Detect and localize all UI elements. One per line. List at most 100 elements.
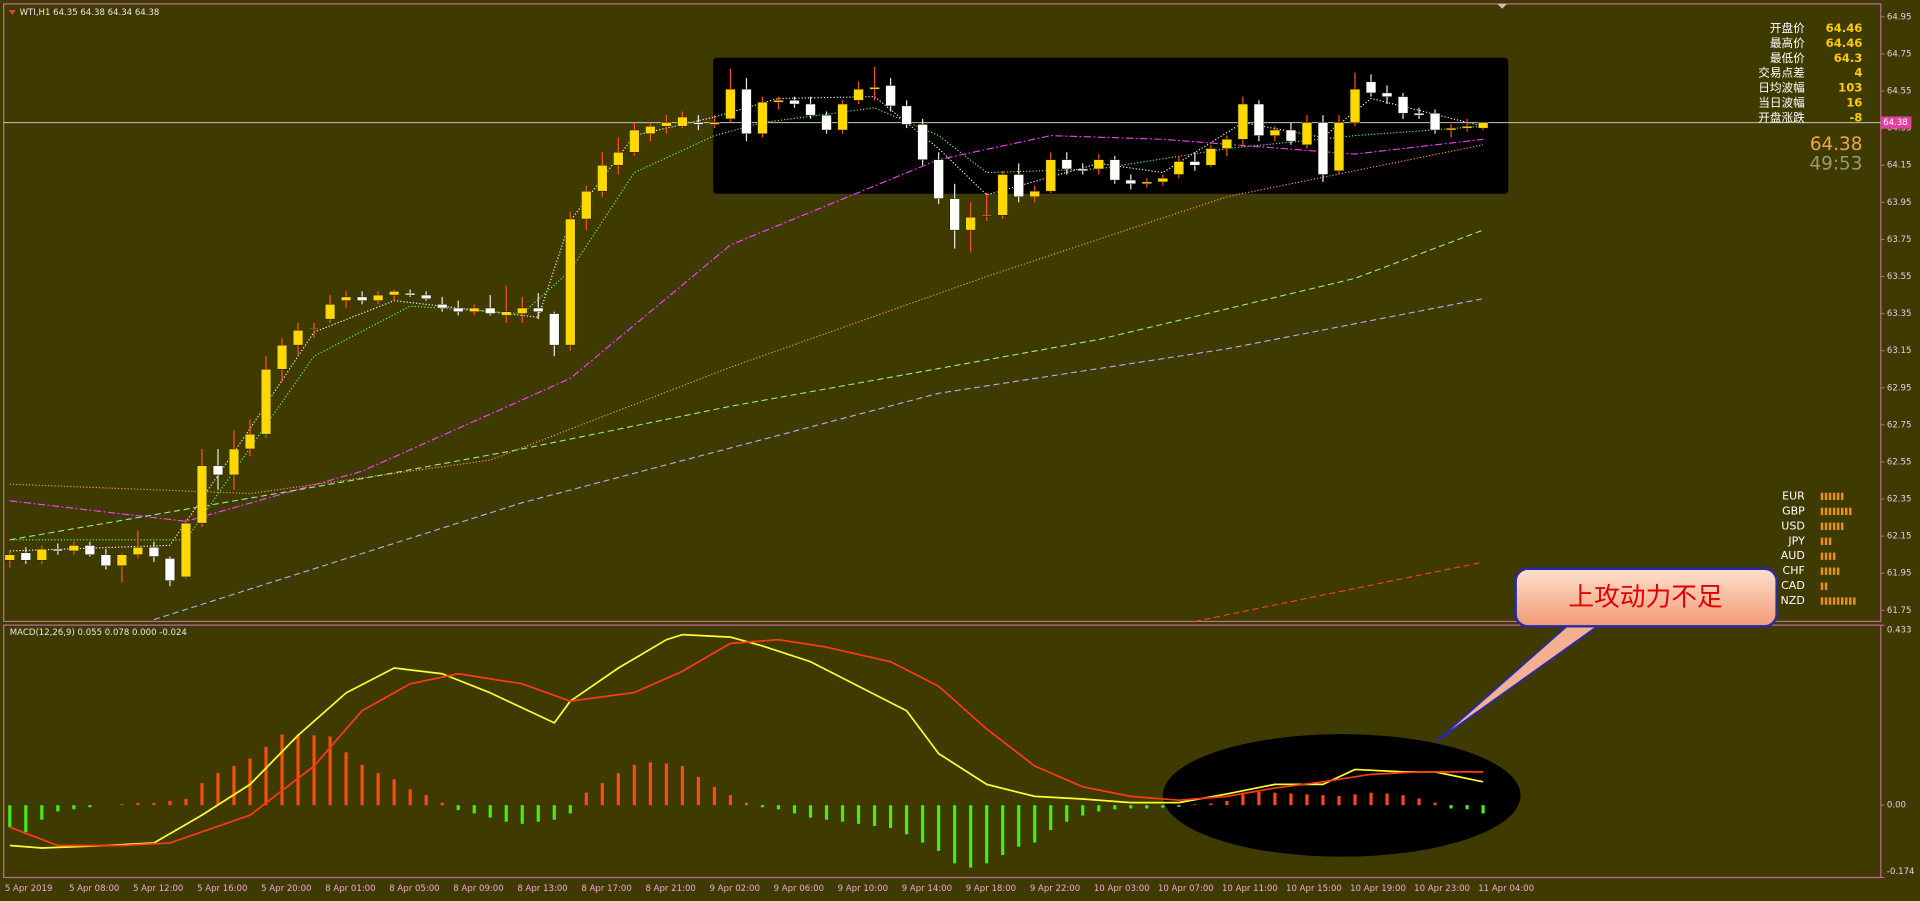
candle-body	[933, 159, 944, 199]
candle-body	[308, 328, 320, 330]
candle-body	[84, 545, 96, 555]
candle-body	[1125, 179, 1136, 185]
callout-text: 上攻动力不足	[1568, 583, 1722, 613]
candle-body	[372, 294, 384, 301]
currency-label: JPY	[1787, 534, 1805, 547]
y-tick-label: 64.55	[1887, 87, 1912, 97]
x-tick-label: 9 Apr 06:00	[774, 884, 824, 894]
info-value: -8	[1849, 111, 1862, 125]
candle-body	[1477, 122, 1489, 129]
countdown: 49:53	[1809, 153, 1862, 174]
candle-body	[901, 105, 912, 125]
candle-body	[405, 292, 416, 296]
currency-label: CHF	[1783, 564, 1805, 577]
candle-body	[1109, 159, 1120, 181]
candle-body	[581, 190, 592, 220]
info-label: 交易点差	[1758, 66, 1805, 80]
candle-body	[613, 152, 624, 166]
x-tick-label: 8 Apr 01:00	[325, 884, 375, 894]
candle-body	[1269, 129, 1281, 136]
candle-body	[453, 307, 464, 312]
price-label-box	[1880, 116, 1912, 129]
candle-body	[853, 88, 864, 101]
info-label: 开盘价	[1770, 21, 1805, 35]
y-tick-label: 62.75	[1887, 420, 1912, 430]
info-label: 开盘涨跌	[1758, 111, 1805, 125]
x-tick-label: 9 Apr 14:00	[902, 884, 952, 894]
candle-body	[276, 344, 288, 370]
x-tick-label: 8 Apr 09:00	[453, 884, 503, 894]
info-value: 64.46	[1826, 36, 1863, 50]
candle-body	[645, 126, 656, 134]
candle-body	[1253, 103, 1265, 136]
x-tick-label: 8 Apr 05:00	[389, 884, 439, 894]
candle-body	[1381, 92, 1393, 97]
candle-body	[629, 129, 640, 153]
candle-body	[116, 554, 128, 567]
candle-body	[421, 294, 432, 299]
x-tick-label: 10 Apr 07:00	[1158, 884, 1214, 894]
candle-body	[100, 554, 112, 567]
candle-body	[821, 114, 832, 131]
y-tick-label: 64.95	[1887, 12, 1912, 22]
y-tick-label: 64.75	[1887, 49, 1912, 59]
currency-label: CAD	[1781, 579, 1805, 592]
macd-line	[9, 638, 1484, 847]
currency-label: NZD	[1781, 594, 1805, 607]
currency-label: EUR	[1782, 489, 1805, 502]
candle-body	[981, 215, 992, 217]
y-tick-label: 62.15	[1887, 532, 1912, 542]
moving-average	[9, 144, 1484, 495]
main-frame	[3, 3, 1882, 623]
candle-body	[244, 433, 256, 450]
x-tick-label: 10 Apr 03:00	[1094, 884, 1150, 894]
candle-body	[388, 291, 400, 296]
shift-marker	[1497, 3, 1508, 9]
candle-body	[757, 101, 768, 134]
candle-body	[132, 547, 144, 555]
x-tick-label: 10 Apr 15:00	[1286, 884, 1342, 894]
candle-body	[1413, 113, 1425, 116]
candle-body	[597, 164, 608, 192]
x-tick-label: 8 Apr 13:00	[517, 884, 567, 894]
info-label: 当日波幅	[1758, 96, 1805, 110]
candle-body	[1077, 168, 1088, 172]
candle-body	[741, 88, 752, 134]
x-tick-label: 10 Apr 23:00	[1414, 884, 1470, 894]
candle-body	[1397, 96, 1409, 114]
x-tick-label: 5 Apr 08:00	[69, 884, 119, 894]
candle-body	[148, 547, 160, 557]
candle-body	[725, 88, 736, 120]
candle-body	[917, 124, 928, 160]
currency-label: USD	[1781, 519, 1805, 532]
candle-body	[292, 330, 304, 346]
info-label: 最高价	[1770, 36, 1805, 50]
info-value: 64.46	[1826, 21, 1863, 35]
candle-body	[661, 122, 672, 127]
candle-body	[1365, 81, 1377, 94]
y-tick-label: 64.15	[1887, 161, 1912, 171]
candle-body	[565, 218, 576, 346]
candle-body	[1301, 122, 1313, 146]
candle-body	[437, 304, 448, 309]
x-tick-label: 5 Apr 16:00	[197, 884, 247, 894]
candle-body	[1013, 174, 1024, 197]
candle-body	[228, 448, 240, 476]
candle-body	[1029, 190, 1040, 197]
moving-average	[9, 107, 1484, 541]
y-tick-label: 0.00	[1887, 801, 1906, 811]
x-tick-label: 9 Apr 18:00	[966, 884, 1016, 894]
x-tick-label: 9 Apr 02:00	[710, 884, 760, 894]
candle-body	[212, 465, 224, 476]
candle-body	[501, 311, 512, 316]
moving-average	[9, 229, 1484, 541]
candle-body	[196, 465, 208, 524]
candle-body	[789, 100, 800, 105]
y-tick-label: 63.55	[1887, 272, 1912, 282]
candle-body	[1461, 126, 1473, 129]
candle-body	[517, 307, 528, 314]
candle-body	[36, 548, 47, 561]
candle-body	[68, 545, 80, 552]
